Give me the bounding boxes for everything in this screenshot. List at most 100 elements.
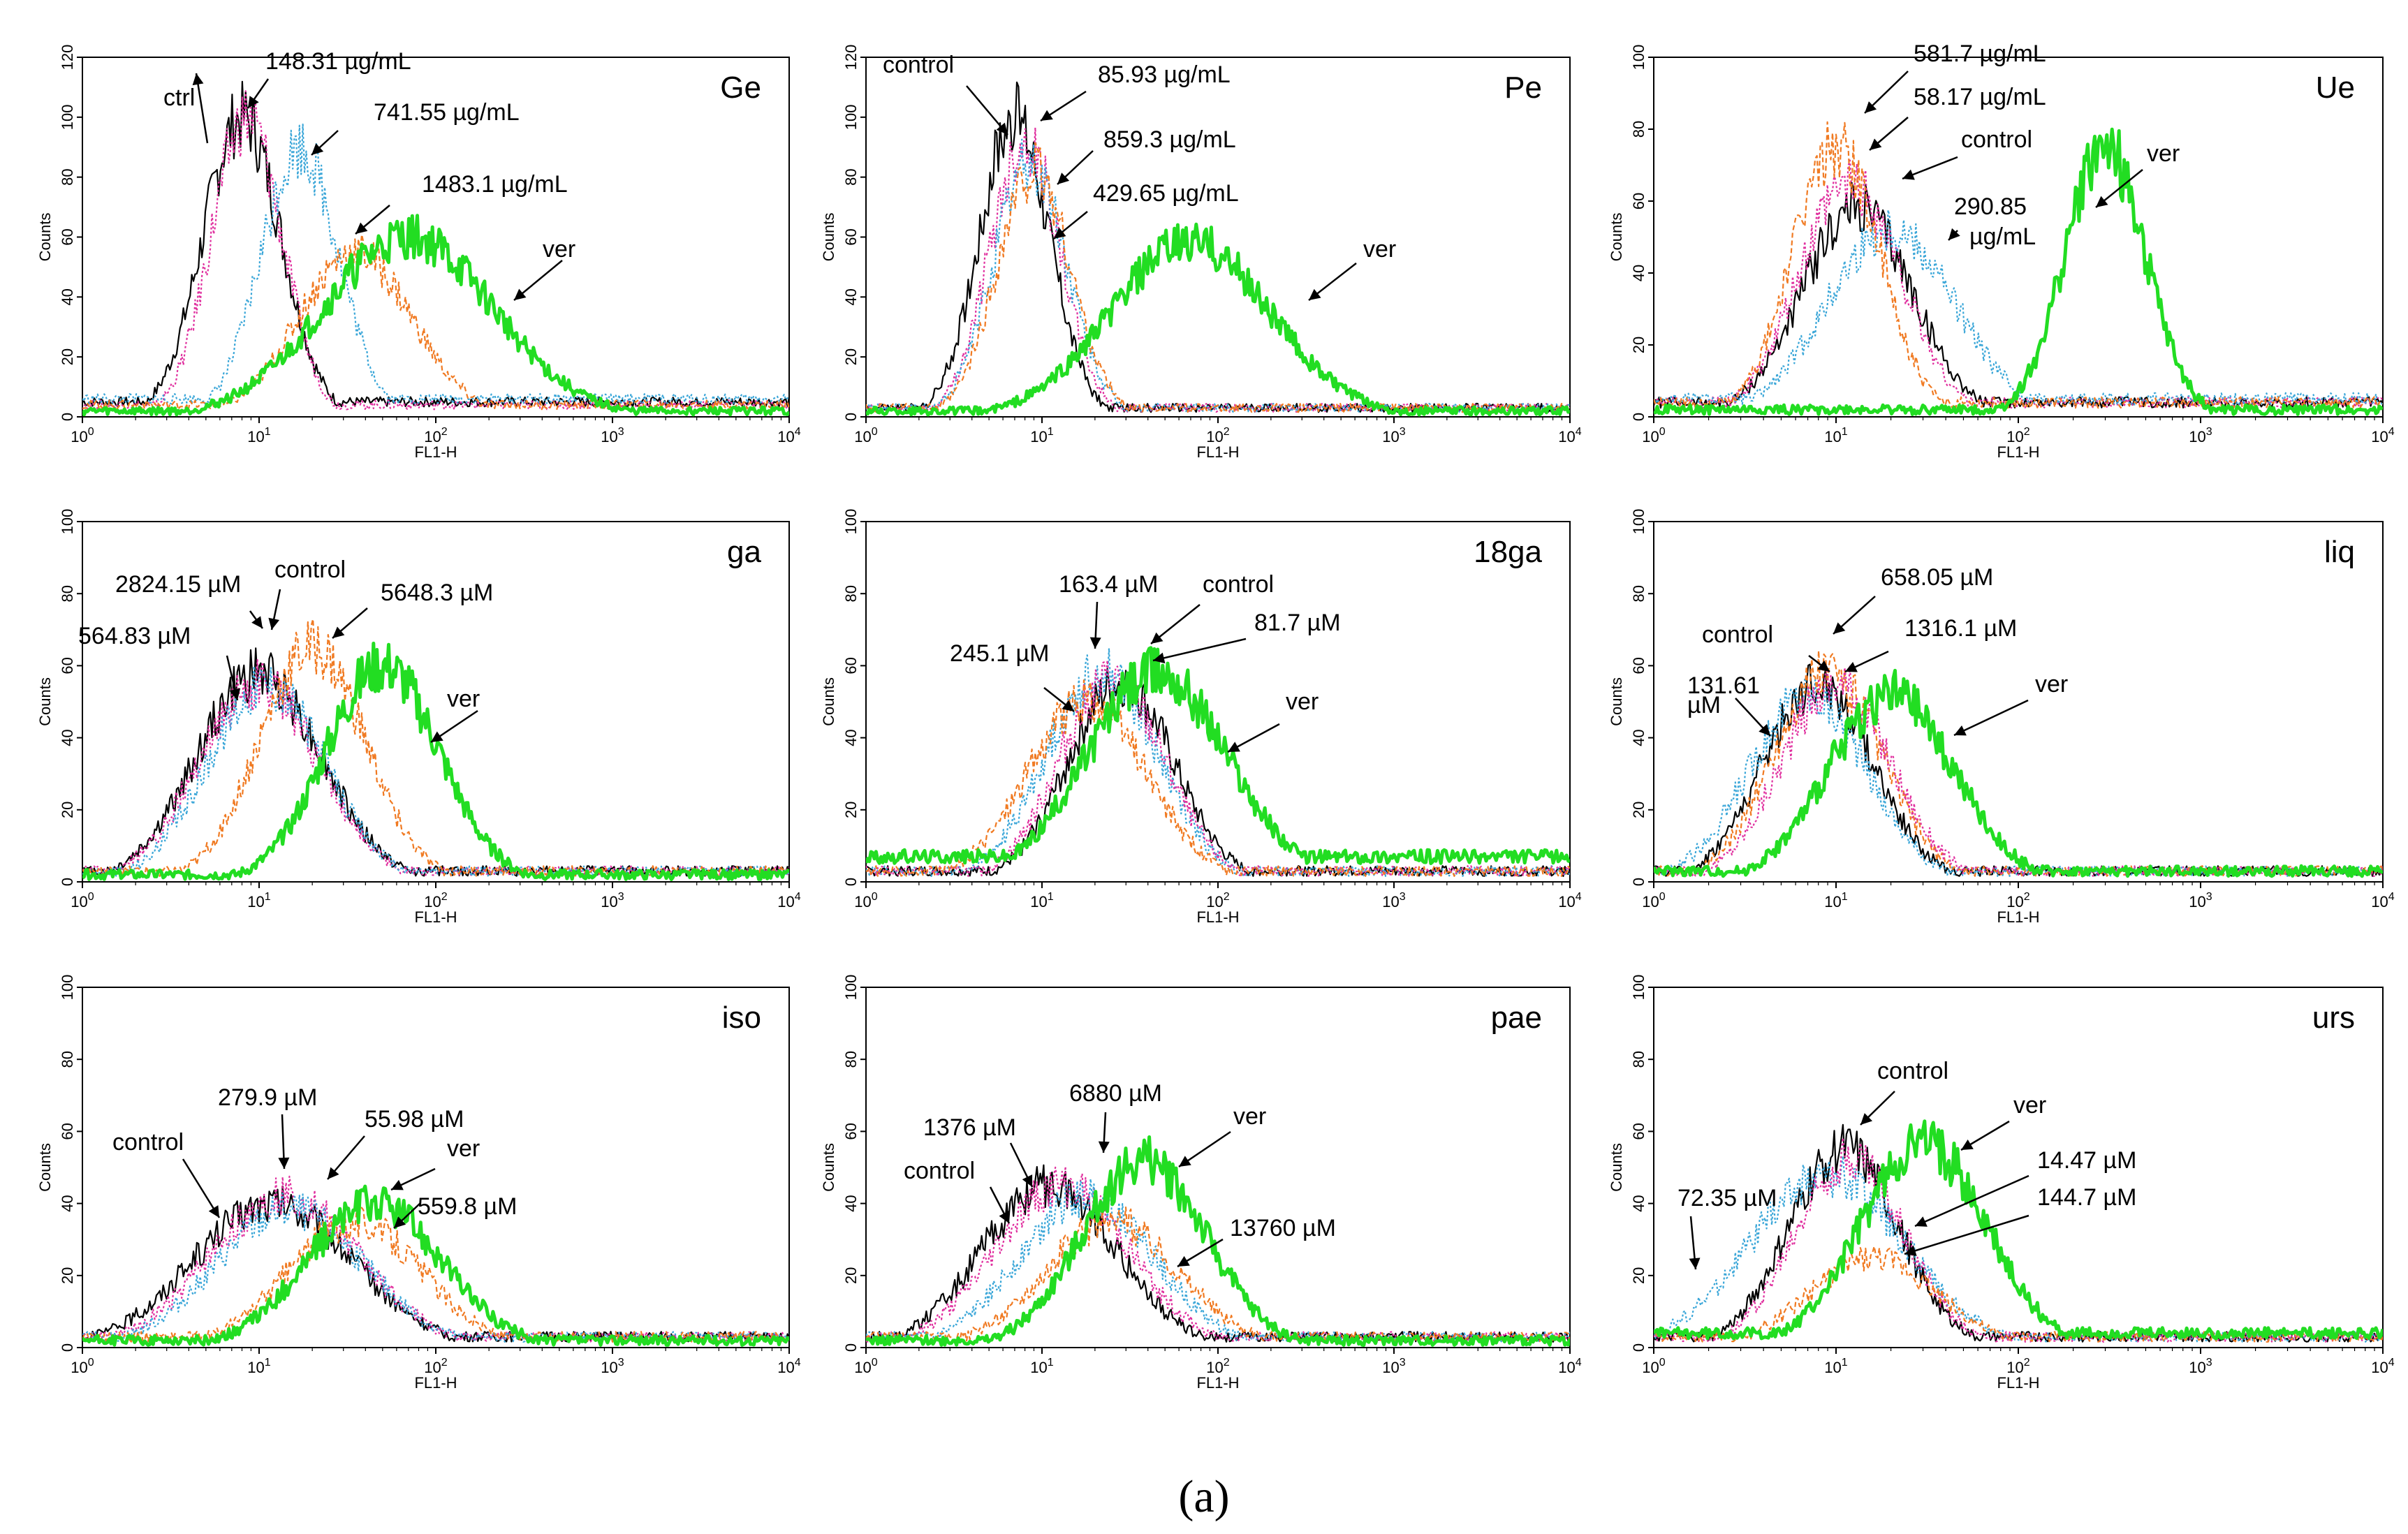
x-tick-label: 101 <box>1030 426 1053 445</box>
y-tick-label: 20 <box>59 1267 76 1284</box>
x-tick-label: 100 <box>1642 426 1665 445</box>
annotation-label: 13760 µM <box>1230 1215 1336 1241</box>
annotation-label: control <box>274 556 346 583</box>
y-axis-label: Counts <box>1608 213 1625 262</box>
x-tick-label: 102 <box>1206 891 1229 910</box>
annotation-label: 81.7 µM <box>1254 610 1341 636</box>
panel-title: Ge <box>720 71 761 105</box>
x-tick-label: 102 <box>424 891 447 910</box>
annotation-label: control <box>112 1129 184 1156</box>
y-tick-label: 40 <box>59 1195 76 1211</box>
panel-title: urs <box>2312 1001 2355 1035</box>
x-tick-label: 101 <box>1824 891 1847 910</box>
panel-pae: 020406080100100 101 102 103 104FL1-HCountspa… <box>820 975 1582 1392</box>
annotation-label: ver <box>447 1135 480 1162</box>
x-tick-label: 101 <box>1824 1357 1847 1376</box>
x-tick-label: 104 <box>1558 426 1581 445</box>
x-tick-label: 102 <box>2006 891 2029 910</box>
annotation-label: 859.3 µg/mL <box>1103 126 1236 153</box>
y-tick-label: 80 <box>59 168 76 185</box>
y-axis-label: Counts <box>36 677 54 726</box>
y-tick-label: 0 <box>1630 413 1647 421</box>
annotation-label: ver <box>2147 140 2180 167</box>
x-tick-label: 103 <box>2189 891 2212 910</box>
x-axis-label: FL1-H <box>1997 908 2039 926</box>
annotation-label: 58.17 µg/mL <box>1914 84 2046 110</box>
x-tick-label: 100 <box>854 891 877 910</box>
x-tick-label: 100 <box>854 426 877 445</box>
annotation-label: 429.65 µg/mL <box>1093 180 1239 207</box>
x-axis-label: FL1-H <box>1196 1374 1239 1392</box>
y-axis-label: Counts <box>820 213 837 262</box>
panel-liq: 020406080100100 101 102 103 104FL1-HCountsli… <box>1608 509 2395 926</box>
annotation-label: 741.55 µg/mL <box>374 99 520 126</box>
y-tick-label: 20 <box>842 348 860 365</box>
x-tick-label: 103 <box>1382 891 1405 910</box>
x-tick-label: 103 <box>1382 1357 1405 1376</box>
y-tick-label: 100 <box>1630 45 1647 71</box>
annotation-label: 148.31 µg/mL <box>265 48 411 75</box>
annotation-label: µg/mL <box>1969 223 2036 250</box>
y-tick-label: 100 <box>59 975 76 1001</box>
annotation-label: 14.47 µM <box>2037 1147 2136 1174</box>
annotation-label: ver <box>543 236 575 263</box>
annotation-label: 6880 µM <box>1069 1080 1162 1107</box>
panel-title: ga <box>727 535 761 569</box>
panel-Ue: 020406080100100 101 102 103 104FL1-HCountsUe… <box>1608 40 2395 461</box>
x-tick-label: 102 <box>1206 1357 1229 1376</box>
y-tick-label: 0 <box>59 878 76 886</box>
y-tick-label: 40 <box>842 729 860 746</box>
x-tick-label: 104 <box>2371 426 2394 445</box>
y-tick-label: 0 <box>842 413 860 421</box>
x-tick-label: 104 <box>777 426 800 445</box>
annotation-label: control <box>1702 621 1773 648</box>
x-tick-label: 100 <box>1642 1357 1665 1376</box>
y-tick-label: 0 <box>59 413 76 421</box>
y-tick-label: 40 <box>842 1195 860 1211</box>
x-axis-label: FL1-H <box>414 908 457 926</box>
x-tick-label: 100 <box>71 426 94 445</box>
panel-title: pae <box>1491 1001 1542 1035</box>
panel-grid: 0 20 40 60 80 100 120 100 101 102 103 104 FL1-H Count… <box>36 40 2395 1392</box>
panel-title: liq <box>2324 535 2355 569</box>
x-tick-label: 102 <box>1206 426 1229 445</box>
y-tick-label: 40 <box>1630 1195 1647 1211</box>
y-tick-label: 100 <box>842 975 860 1001</box>
y-axis-label: Counts <box>36 1143 54 1192</box>
annotation-label: control <box>904 1158 975 1184</box>
annotation-label: control <box>1203 571 1274 598</box>
annotation-label: 245.1 µM <box>950 640 1049 667</box>
annotation-label: ver <box>1286 688 1319 715</box>
flow-cytometry-figure: 0 20 40 60 80 100 120 100 101 102 103 104 FL1-H Count… <box>0 0 2408 1534</box>
annotation-label: 55.98 µM <box>365 1106 464 1133</box>
x-axis-label: FL1-H <box>1997 443 2039 461</box>
y-tick-label: 40 <box>1630 265 1647 281</box>
y-tick-label: 0 <box>842 878 860 886</box>
figure-caption: (a) <box>1178 1471 1229 1522</box>
y-tick-label: 60 <box>842 657 860 674</box>
y-tick-label: 60 <box>1630 193 1647 209</box>
y-tick-label: 100 <box>1630 509 1647 535</box>
panel-urs: 020406080100100 101 102 103 104FL1-HCountsur… <box>1608 975 2395 1392</box>
y-tick-label: 20 <box>1630 1267 1647 1284</box>
panel-ga: 020406080100100 101 102 103 104FL1-HCountsga… <box>36 509 801 926</box>
x-tick-label: 100 <box>71 891 94 910</box>
annotation-label: 1376 µM <box>923 1114 1016 1141</box>
y-tick-label: 60 <box>59 657 76 674</box>
annotation-label: ver <box>2013 1092 2046 1119</box>
y-tick-label: 120 <box>59 45 76 71</box>
panel-Ge: 020406080100120100 101 102 103 104FL1-HCount… <box>36 45 801 461</box>
y-tick-label: 0 <box>1630 1343 1647 1352</box>
x-tick-label: 101 <box>1030 891 1053 910</box>
y-tick-label: 60 <box>59 1123 76 1140</box>
x-tick-label: 103 <box>601 891 624 910</box>
annotation-label: control <box>1961 126 2032 153</box>
panel-title: Pe <box>1504 71 1542 105</box>
x-axis-label: FL1-H <box>414 443 457 461</box>
x-axis-label: FL1-H <box>1196 443 1239 461</box>
y-tick-label: 40 <box>59 288 76 305</box>
annotation-label: 144.7 µM <box>2037 1184 2136 1211</box>
x-tick-label: 101 <box>1030 1357 1053 1376</box>
x-tick-label: 103 <box>2189 426 2212 445</box>
annotation-label: ver <box>1233 1103 1266 1130</box>
